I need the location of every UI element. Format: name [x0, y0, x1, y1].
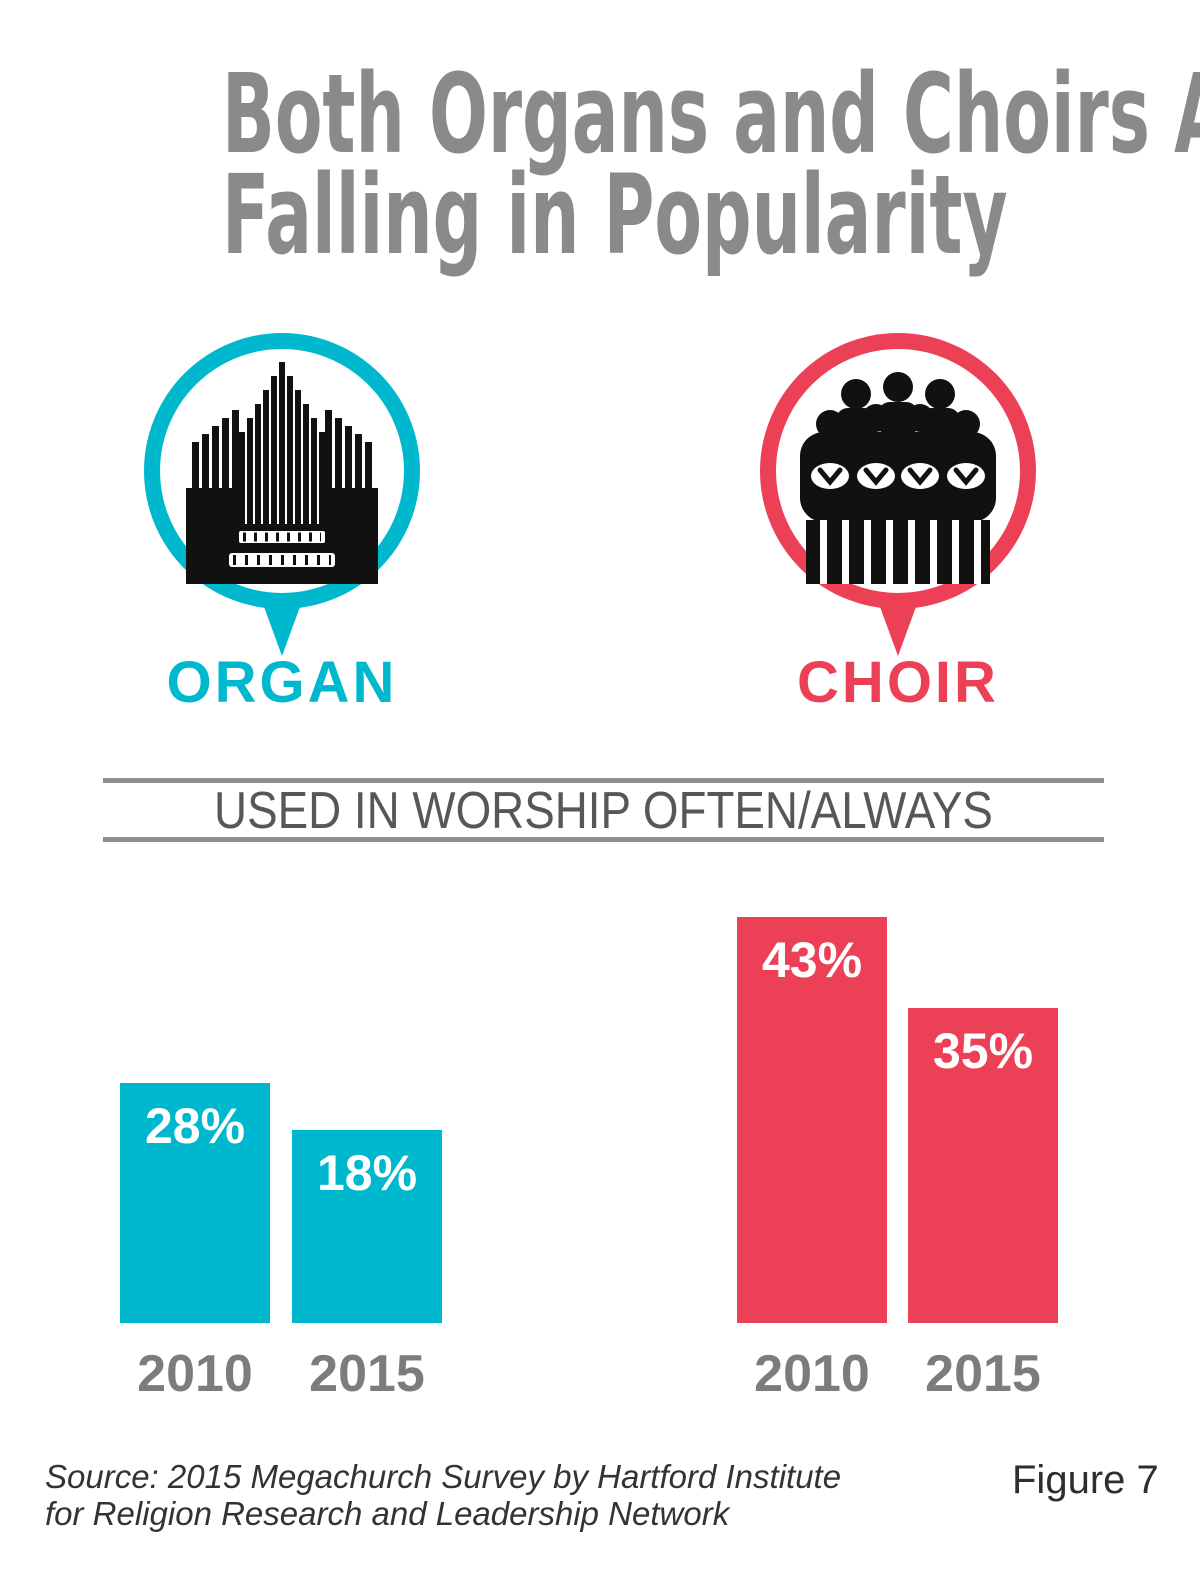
organ-figure: ORGAN [136, 330, 428, 712]
bar-value-label: 28% [144, 1098, 246, 1154]
bar-choir-2015: 35% [908, 1008, 1058, 1323]
section-header-text: USED IN WORSHIP OFTEN/ALWAYS [214, 782, 993, 840]
axis-label-choir-2015: 2015 [925, 1345, 1041, 1403]
axis-label-choir-2010: 2010 [754, 1345, 870, 1403]
bar-organ-2010: 28% [120, 1083, 270, 1323]
choir-label: CHOIR [797, 650, 999, 715]
source-line-1: Source: 2015 Megachurch Survey by Hartfo… [45, 1458, 842, 1495]
source-line-2: for Religion Research and Leadership Net… [45, 1495, 730, 1532]
bar-organ-2015: 18% [292, 1130, 442, 1323]
section-header: USED IN WORSHIP OFTEN/ALWAYS [103, 778, 1104, 842]
source-note: Source: 2015 Megachurch Survey by Hartfo… [45, 1458, 841, 1532]
bar-value-label: 43% [761, 932, 863, 988]
choir-singers-icon [760, 333, 1036, 656]
page-title: Both Organs and Choirs Are Falling in Po… [222, 50, 1200, 279]
bar-value-label: 18% [316, 1145, 418, 1201]
bar-choir-2010: 43% [737, 917, 887, 1323]
title-line-1: Both Organs and Choirs Are [222, 50, 1200, 178]
pipe-organ-icon [144, 333, 420, 656]
axis-label-organ-2015: 2015 [309, 1345, 425, 1403]
figure-number: Figure 7 [1012, 1458, 1159, 1502]
bar-value-label: 35% [932, 1023, 1034, 1079]
organ-label: ORGAN [166, 650, 398, 715]
axis-label-organ-2010: 2010 [137, 1345, 253, 1403]
choir-figure: CHOIR [752, 330, 1044, 712]
title-line-2: Falling in Popularity [222, 151, 1008, 279]
